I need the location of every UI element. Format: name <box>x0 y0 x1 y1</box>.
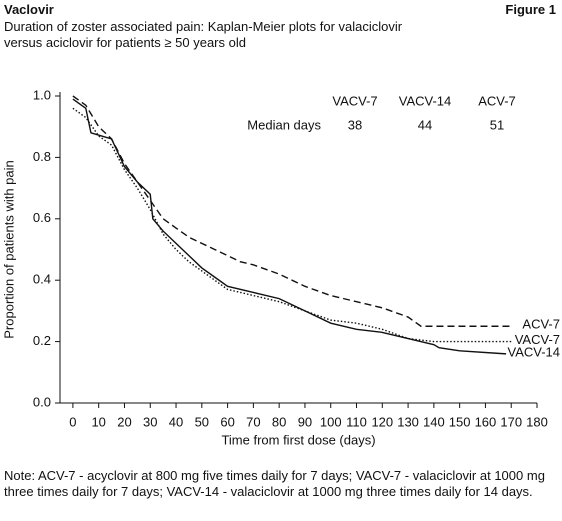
x-tick-label: 160 <box>475 414 497 429</box>
y-tick-label: 0.2 <box>33 333 51 348</box>
x-tick-label: 40 <box>169 414 183 429</box>
x-tick-label: 150 <box>449 414 471 429</box>
y-tick-label: 0.8 <box>33 149 51 164</box>
x-tick-label: 0 <box>69 414 76 429</box>
x-tick-label: 70 <box>246 414 260 429</box>
x-tick-label: 30 <box>143 414 157 429</box>
table-value: 51 <box>490 117 504 132</box>
series-label: ACV-7 <box>522 317 560 332</box>
x-tick-label: 20 <box>117 414 131 429</box>
km-curve <box>72 95 512 327</box>
x-tick-label: 80 <box>272 414 286 429</box>
x-tick-label: 170 <box>500 414 522 429</box>
header-left: Vaclovir <box>4 2 54 17</box>
km-curve <box>72 107 512 343</box>
note: Note: ACV-7 - acyclovir at 800 mg five t… <box>4 468 545 499</box>
table-value: 38 <box>348 117 362 132</box>
y-tick-label: 0.6 <box>33 210 51 225</box>
x-tick-label: 180 <box>526 414 548 429</box>
figure-label: Figure 1 <box>505 2 556 17</box>
x-tick-label: 100 <box>320 414 342 429</box>
y-axis-label: Proportion of patients with pain <box>1 160 16 339</box>
x-tick-label: 50 <box>195 414 209 429</box>
table-column-header: VACV-7 <box>332 93 377 108</box>
table-column-header: ACV-7 <box>478 93 516 108</box>
table-column-header: VACV-14 <box>399 93 452 108</box>
x-axis-label: Time from first dose (days) <box>221 432 375 447</box>
table-value: 44 <box>418 117 432 132</box>
x-tick-label: 60 <box>220 414 234 429</box>
y-tick-label: 0.0 <box>33 394 51 409</box>
x-tick-label: 90 <box>298 414 312 429</box>
y-tick-label: 1.0 <box>33 87 51 102</box>
x-tick-label: 110 <box>346 414 367 429</box>
series-label: VACV-7 <box>515 332 560 347</box>
table-row-label: Median days <box>247 117 321 132</box>
y-tick-label: 0.4 <box>33 272 51 287</box>
x-tick-label: 140 <box>423 414 445 429</box>
series-label: VACV-14 <box>507 344 560 359</box>
chart-title: Duration of zoster associated pain: Kapl… <box>4 19 403 50</box>
x-tick-label: 120 <box>371 414 393 429</box>
x-tick-label: 130 <box>397 414 419 429</box>
km-curve <box>72 98 507 355</box>
x-tick-label: 10 <box>91 414 105 429</box>
